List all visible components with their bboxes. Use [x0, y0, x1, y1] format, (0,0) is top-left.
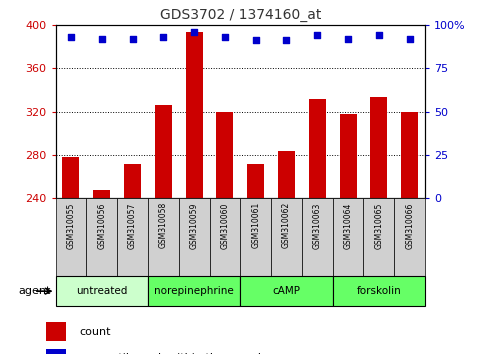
Point — [252, 38, 259, 43]
Text: GSM310057: GSM310057 — [128, 202, 137, 249]
Bar — [155, 105, 172, 198]
Point — [375, 32, 383, 38]
Title: GDS3702 / 1374160_at: GDS3702 / 1374160_at — [159, 8, 321, 22]
Text: GSM310063: GSM310063 — [313, 202, 322, 249]
Bar — [271, 198, 302, 276]
Point — [313, 32, 321, 38]
Bar — [56, 198, 86, 276]
Point — [128, 36, 136, 41]
Text: cAMP: cAMP — [272, 286, 300, 296]
Text: untreated: untreated — [76, 286, 128, 296]
Bar — [210, 198, 240, 276]
Bar — [62, 157, 79, 198]
Bar — [117, 198, 148, 276]
Text: GSM310055: GSM310055 — [67, 202, 75, 249]
Bar — [309, 98, 326, 198]
Bar — [333, 276, 425, 306]
Bar — [46, 349, 66, 354]
Text: GSM310056: GSM310056 — [97, 202, 106, 249]
Bar — [148, 276, 241, 306]
Bar — [394, 198, 425, 276]
Bar — [240, 276, 333, 306]
Point — [67, 34, 75, 40]
Bar — [185, 32, 202, 198]
Bar — [124, 164, 141, 198]
Text: GSM310061: GSM310061 — [251, 202, 260, 249]
Text: GSM310059: GSM310059 — [190, 202, 199, 249]
Bar — [56, 276, 148, 306]
Text: GSM310064: GSM310064 — [343, 202, 353, 249]
Bar — [216, 112, 233, 198]
Bar — [86, 198, 117, 276]
Point — [221, 34, 229, 40]
Text: GSM310058: GSM310058 — [159, 202, 168, 249]
Point — [190, 29, 198, 35]
Bar — [247, 164, 264, 198]
Text: GSM310062: GSM310062 — [282, 202, 291, 249]
Point — [406, 36, 413, 41]
Text: GSM310060: GSM310060 — [220, 202, 229, 249]
Bar — [370, 97, 387, 198]
Bar — [46, 322, 66, 341]
Bar — [302, 198, 333, 276]
Bar — [240, 198, 271, 276]
Bar — [364, 198, 394, 276]
Text: agent: agent — [18, 286, 51, 296]
Bar — [278, 150, 295, 198]
Text: GSM310065: GSM310065 — [374, 202, 384, 249]
Text: GSM310066: GSM310066 — [405, 202, 414, 249]
Bar — [333, 198, 364, 276]
Text: percentile rank within the sample: percentile rank within the sample — [80, 353, 268, 354]
Point — [283, 38, 290, 43]
Point — [344, 36, 352, 41]
Text: forskolin: forskolin — [356, 286, 401, 296]
Bar — [401, 112, 418, 198]
Text: norepinephrine: norepinephrine — [154, 286, 234, 296]
Text: count: count — [80, 327, 111, 337]
Point — [159, 34, 167, 40]
Bar — [179, 198, 210, 276]
Bar — [93, 190, 110, 198]
Bar — [340, 114, 356, 198]
Point — [98, 36, 106, 41]
Bar — [148, 198, 179, 276]
